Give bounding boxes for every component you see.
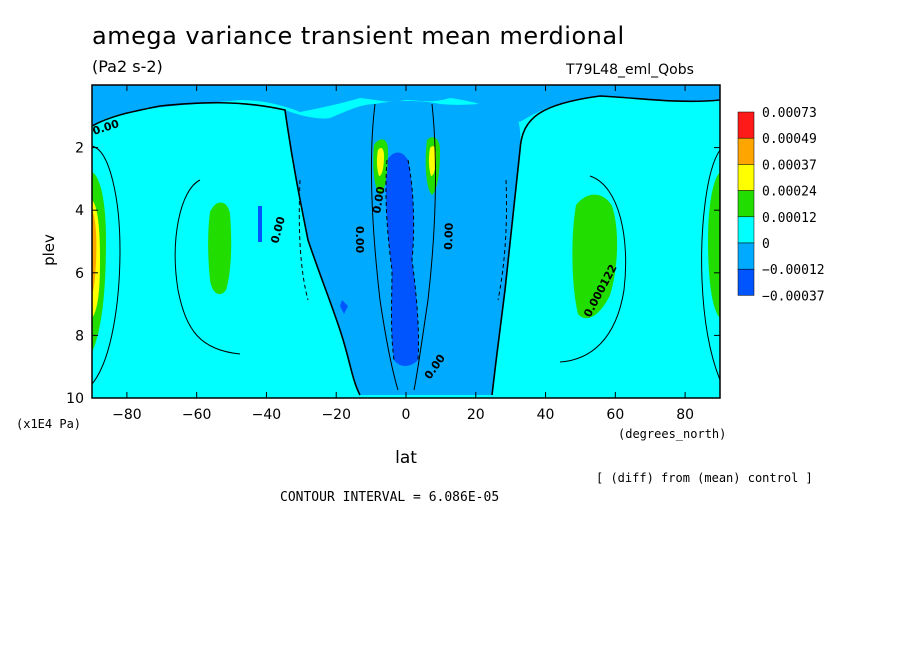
plot-area [92, 85, 720, 398]
colorbar-label: −0.00012 [762, 263, 825, 278]
colorbar: 0.00073 0.00049 0.00037 0.00024 0.00012 0 −0.0… [737, 106, 825, 304]
contour-line [407, 159, 420, 361]
x-tick-label: 40 [537, 407, 555, 423]
x-axis-label: lat [395, 448, 417, 468]
chart-title: amega variance transient mean merdional [92, 22, 625, 50]
x-tick-label: −40 [252, 407, 282, 423]
y-axis-units: (x1E4 Pa) [16, 417, 81, 431]
y-tick-label: 2 [75, 141, 84, 157]
colorbar-swatch [737, 190, 755, 218]
y-tick-label: 6 [75, 266, 84, 282]
contour-line [174, 179, 241, 355]
y-axis: 2 4 6 8 10 [66, 141, 720, 407]
colorbar-swatch [737, 242, 755, 270]
diff-note: [ (diff) from (mean) control ] [596, 471, 813, 485]
colorbar-swatch [737, 137, 755, 165]
x-tick-label: 60 [606, 407, 624, 423]
x-tick-label: 0 [402, 407, 411, 423]
region-green-right [572, 194, 618, 319]
region-spike-right-core [428, 146, 436, 176]
colorbar-label: 0.00012 [762, 211, 817, 226]
contour-line [370, 103, 399, 391]
region-small-left [258, 206, 262, 242]
contour-label: 0.00 [370, 185, 388, 214]
colorbar-label: 0 [762, 237, 770, 252]
colorbar-swatch [737, 216, 755, 244]
y-tick-label: 10 [66, 391, 84, 407]
colorbar-label: −0.00037 [762, 289, 825, 304]
colorbar-swatch [737, 164, 755, 191]
chart-units: (Pa2 s-2) [92, 57, 163, 76]
colorbar-swatch [737, 268, 755, 296]
x-tick-label: −60 [182, 407, 212, 423]
contour-lines [92, 95, 720, 396]
x-axis: −80 −60 −40 −20 0 20 40 60 80 [112, 85, 694, 423]
contour-line [491, 95, 720, 396]
contour-line [298, 179, 309, 301]
x-axis-units: (degrees_north) [618, 427, 726, 441]
colorbar-label: 0.00049 [762, 132, 817, 147]
x-tick-label: −20 [321, 407, 351, 423]
region-green-left [208, 202, 232, 295]
contour-line [385, 159, 395, 361]
contour-line [701, 149, 720, 381]
contour-interval: CONTOUR INTERVAL = 6.086E-05 [280, 490, 499, 505]
contour-label: 0.00 [353, 226, 366, 253]
region-deep-core [385, 152, 419, 366]
x-tick-label: −80 [112, 407, 142, 423]
y-tick-label: 8 [75, 328, 84, 344]
y-tick-label: 4 [75, 203, 84, 219]
run-id: T79L48_eml_Qobs [566, 62, 694, 78]
x-tick-label: 80 [676, 407, 694, 423]
region-top-band [92, 85, 720, 126]
colorbar-label: 0.00073 [762, 106, 817, 121]
contour-line [559, 175, 627, 363]
contour-line [92, 101, 361, 396]
y-axis-label: plev [40, 234, 58, 266]
region-small-mid [340, 300, 348, 314]
contour-line [413, 103, 436, 391]
contour-label: 0.00 [442, 222, 456, 250]
colorbar-swatch [737, 111, 755, 139]
region-spike-left-core [376, 148, 384, 176]
colorbar-label: 0.00024 [762, 185, 817, 200]
contour-line [497, 179, 508, 301]
colorbar-label: 0.00037 [762, 158, 817, 173]
contour-line [92, 145, 121, 385]
region-polar-right [708, 172, 720, 318]
x-tick-label: 20 [467, 407, 485, 423]
